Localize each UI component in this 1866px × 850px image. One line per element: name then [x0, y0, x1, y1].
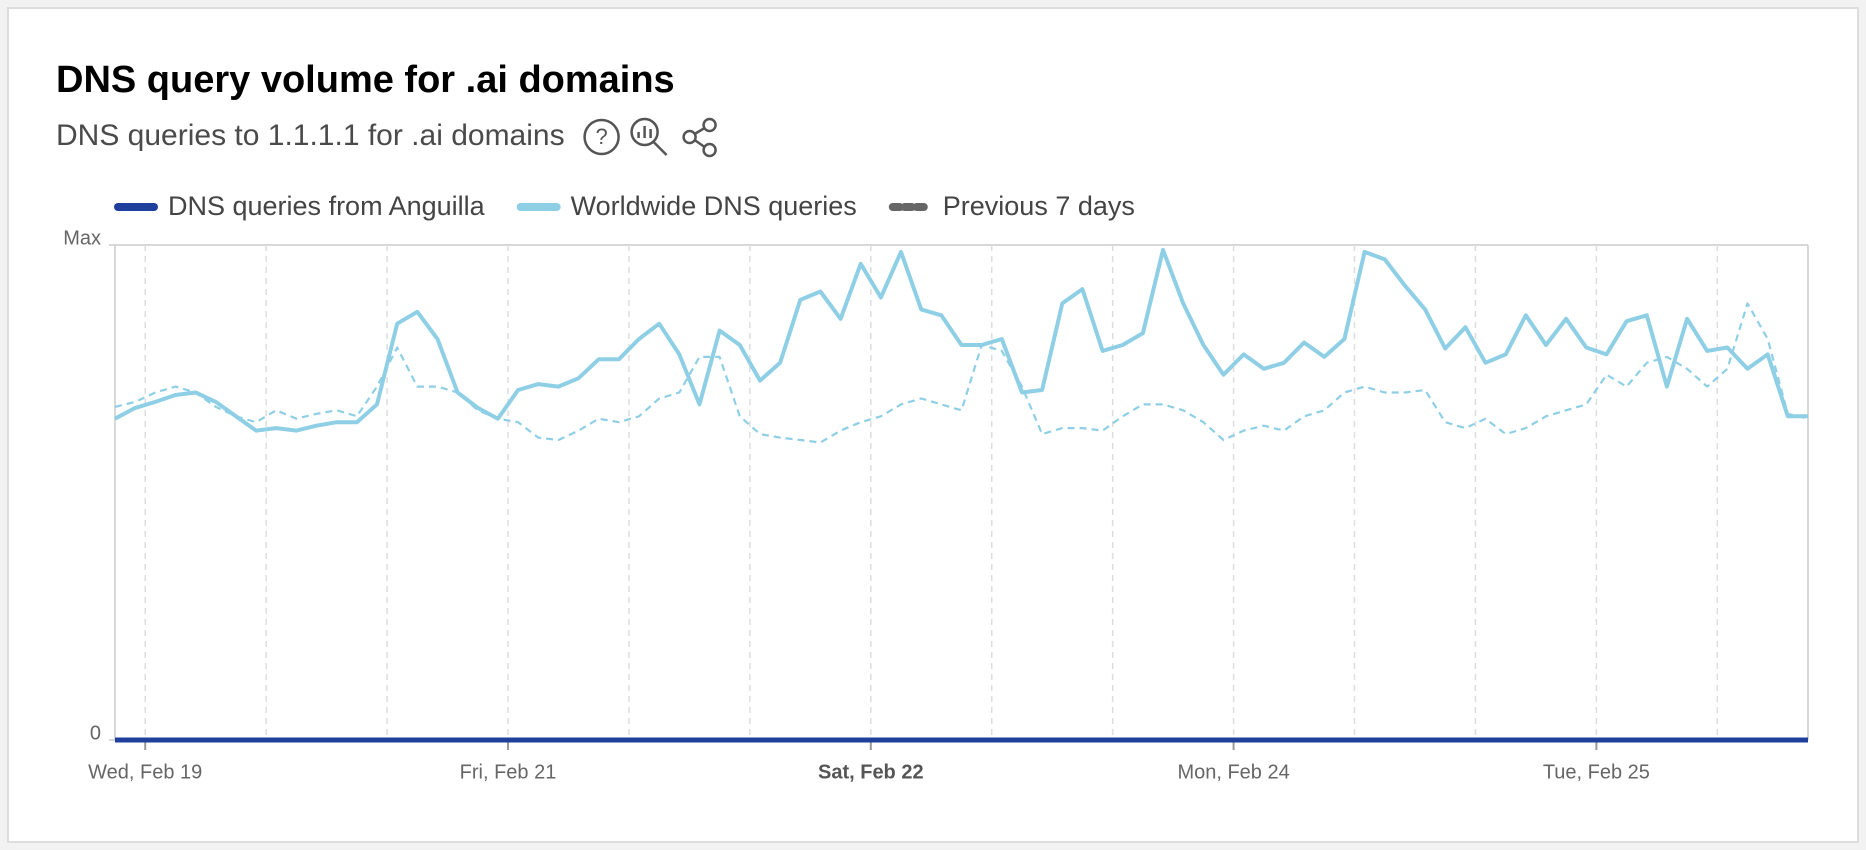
y-tick-label: 0 — [90, 722, 101, 744]
help-icon[interactable]: ? — [583, 118, 620, 156]
chart-title: DNS query volume for .ai domains — [56, 59, 675, 101]
share-icon[interactable] — [682, 117, 717, 158]
x-tick-label: Mon, Feb 24 — [1177, 761, 1289, 783]
legend-item[interactable]: Worldwide DNS queries — [516, 191, 857, 221]
legend: DNS queries from Anguilla Worldwide DNS q… — [114, 191, 1135, 221]
legend-item[interactable]: DNS queries from Anguilla — [114, 191, 486, 221]
legend-label: Worldwide DNS queries — [571, 191, 857, 221]
series-line — [114, 302, 1809, 444]
explore-icon[interactable] — [630, 117, 668, 156]
series-line — [114, 247, 1808, 433]
legend-item[interactable]: Previous 7 days — [888, 191, 1135, 221]
x-tick-label: Sat, Feb 22 — [818, 761, 924, 783]
x-tick-label: Tue, Feb 25 — [1543, 761, 1650, 783]
svg-text:?: ? — [595, 124, 607, 149]
x-tick-label: Fri, Feb 21 — [460, 761, 557, 783]
toolbar-icons: ? — [583, 117, 717, 158]
legend-label: Previous 7 days — [943, 191, 1135, 221]
x-tick-label: Wed, Feb 19 — [88, 761, 202, 783]
chart-subtitle: DNS queries to 1.1.1.1 for .ai domains — [56, 119, 565, 152]
y-tick-label: Max — [63, 227, 101, 249]
legend-label: DNS queries from Anguilla — [168, 191, 486, 221]
